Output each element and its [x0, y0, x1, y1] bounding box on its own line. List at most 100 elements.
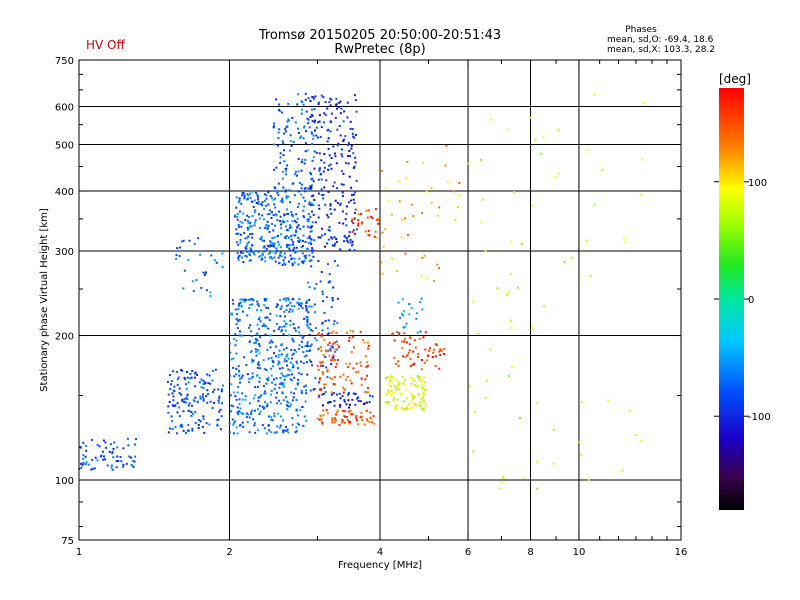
data-point: [336, 107, 338, 110]
data-point: [265, 194, 268, 197]
data-point: [333, 417, 336, 420]
data-point: [289, 224, 291, 227]
data-point: [305, 308, 308, 311]
data-point: [263, 239, 266, 242]
data-point: [342, 120, 345, 123]
data-point: [321, 322, 324, 325]
data-point: [276, 425, 279, 428]
data-point: [91, 468, 94, 471]
data-point: [309, 185, 311, 188]
data-point: [315, 134, 318, 137]
data-point: [253, 211, 256, 214]
data-point: [366, 374, 368, 377]
data-point: [294, 220, 297, 223]
data-point: [277, 356, 280, 359]
data-point: [303, 259, 306, 262]
data-point: [505, 294, 508, 296]
data-point: [267, 424, 270, 427]
data-point: [641, 158, 644, 161]
data-point: [272, 378, 275, 381]
data-point: [296, 414, 299, 417]
data-point: [354, 161, 357, 164]
data-point: [294, 431, 297, 434]
data-point: [365, 401, 368, 404]
data-point: [327, 349, 330, 352]
data-point: [186, 429, 189, 432]
data-point: [167, 393, 170, 396]
data-point: [443, 353, 446, 355]
data-point: [366, 419, 369, 422]
data-point: [249, 192, 252, 195]
data-point: [318, 114, 321, 117]
data-point: [392, 376, 395, 379]
data-point: [287, 405, 289, 408]
data-point: [303, 162, 306, 165]
data-point: [236, 432, 239, 435]
data-point: [394, 408, 397, 411]
data-point: [245, 364, 248, 366]
data-point: [245, 247, 248, 250]
data-point: [543, 305, 546, 308]
data-point: [310, 173, 312, 176]
data-point: [332, 354, 335, 357]
data-point: [333, 152, 336, 155]
data-point: [176, 411, 179, 414]
data-point: [306, 316, 309, 319]
data-point: [235, 367, 238, 370]
data-point: [266, 403, 269, 406]
data-point: [403, 340, 406, 343]
data-point: [395, 386, 398, 389]
data-point: [281, 325, 284, 328]
data-point: [321, 293, 324, 296]
data-point: [342, 391, 345, 394]
data-point: [267, 244, 270, 247]
data-point: [508, 375, 510, 377]
data-point: [104, 458, 107, 461]
data-point: [389, 380, 392, 383]
data-point: [271, 381, 274, 384]
data-point: [421, 379, 424, 381]
data-point: [249, 340, 251, 343]
data-point: [313, 287, 316, 290]
data-point: [85, 444, 88, 447]
data-point: [282, 142, 285, 145]
data-point: [443, 347, 446, 350]
data-point: [332, 145, 335, 148]
data-point: [251, 298, 254, 301]
data-point: [345, 162, 347, 165]
data-point: [585, 239, 588, 242]
data-point: [117, 460, 120, 463]
data-point: [342, 420, 344, 422]
data-point: [270, 418, 273, 421]
data-point: [186, 371, 188, 373]
data-point: [294, 173, 297, 176]
data-point: [265, 432, 268, 435]
data-point: [384, 401, 387, 404]
data-point: [297, 378, 300, 381]
data-point: [306, 218, 309, 221]
data-point: [300, 246, 303, 249]
data-point: [393, 356, 396, 359]
data-point: [194, 371, 197, 374]
data-point: [282, 385, 285, 388]
data-point: [329, 97, 332, 100]
data-point: [269, 195, 272, 198]
data-point: [385, 402, 388, 405]
data-point: [312, 204, 315, 207]
data-point: [248, 216, 251, 218]
data-point: [300, 340, 303, 343]
data-point: [288, 334, 291, 337]
data-point: [300, 193, 303, 196]
data-point: [373, 235, 376, 238]
data-point: [250, 334, 253, 337]
data-point: [395, 270, 398, 273]
data-point: [343, 400, 346, 403]
data-point: [621, 469, 624, 472]
data-point: [271, 419, 274, 422]
data-point: [412, 215, 415, 217]
data-point: [273, 412, 276, 415]
data-point: [328, 280, 331, 283]
data-point: [91, 438, 94, 441]
data-point: [331, 393, 334, 396]
data-point: [414, 403, 417, 406]
